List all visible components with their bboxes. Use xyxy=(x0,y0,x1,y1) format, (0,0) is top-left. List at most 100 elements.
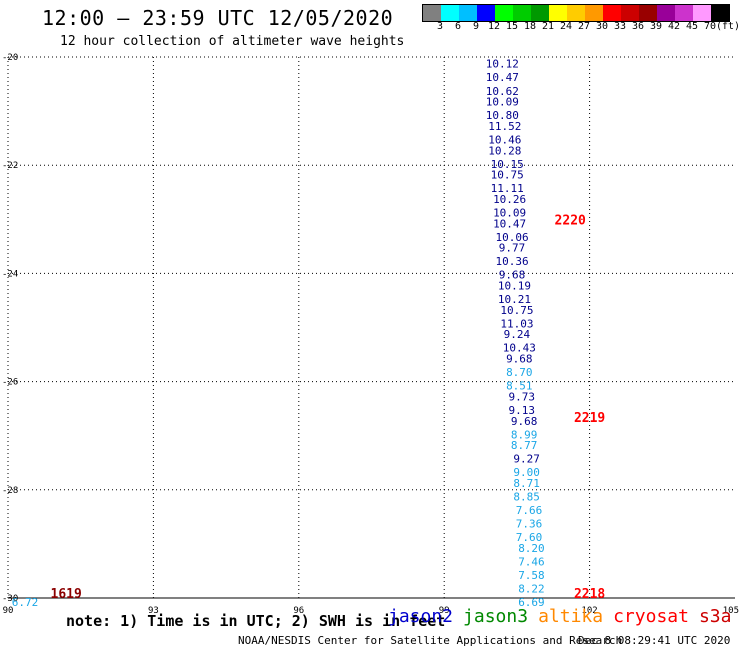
wave-height-label: 7.66 xyxy=(516,504,543,517)
wave-height-label: 9.13 xyxy=(508,404,535,417)
wave-height-label: 10.43 xyxy=(503,342,536,355)
wave-height-label: 9.68 xyxy=(511,415,538,428)
color-scale-label: 45 xyxy=(685,21,699,32)
wave-height-label: 11.11 xyxy=(491,182,524,195)
wave-height-label: 10.15 xyxy=(491,158,524,171)
color-swatch xyxy=(675,5,693,21)
color-swatch xyxy=(585,5,603,21)
y-tick-label: -22 xyxy=(2,161,18,171)
color-scale-label: 36 xyxy=(631,21,645,32)
color-swatch xyxy=(567,5,585,21)
wave-height-label: 11.52 xyxy=(488,120,521,133)
wave-height-label: 9.68 xyxy=(506,353,533,366)
color-swatch xyxy=(657,5,675,21)
wave-height-label: 10.75 xyxy=(500,304,533,317)
x-tick-label: 102 xyxy=(581,606,597,616)
wave-height-label: 9.77 xyxy=(499,242,526,255)
color-scale-bar xyxy=(422,4,730,22)
color-swatch xyxy=(531,5,549,21)
wave-height-label: 8.22 xyxy=(518,582,545,595)
y-tick-label: -30 xyxy=(2,594,18,604)
x-tick-label: 105 xyxy=(723,606,739,616)
wave-height-label: 8.99 xyxy=(511,428,538,441)
legend-item-s3a: s3a xyxy=(698,606,732,627)
color-scale-label: 39 xyxy=(649,21,663,32)
legend-item-jason2: jason2 xyxy=(388,606,454,627)
wave-height-label: 7.36 xyxy=(516,518,543,531)
color-swatch xyxy=(423,5,441,21)
color-scale-label: 15 xyxy=(505,21,519,32)
wave-height-label: 10.47 xyxy=(486,71,519,84)
wave-height-label: 8.85 xyxy=(513,491,540,504)
wave-height-label: 7.46 xyxy=(518,555,545,568)
x-tick-label: 99 xyxy=(439,606,450,616)
color-scale-label: 3 xyxy=(436,21,444,32)
wave-height-label: 10.62 xyxy=(486,85,519,98)
wave-height-label: 10.09 xyxy=(493,206,526,219)
wave-height-label: 10.75 xyxy=(491,169,524,182)
legend-item-jason3: jason3 xyxy=(463,606,529,627)
wave-height-label: 9.27 xyxy=(513,453,540,466)
color-swatch xyxy=(513,5,531,21)
color-swatch xyxy=(693,5,711,21)
color-scale-label: 12 xyxy=(487,21,501,32)
credit-text: NOAA/NESDIS Center for Satellite Applica… xyxy=(238,634,623,647)
wave-height-label: 9.00 xyxy=(513,466,540,479)
color-scale-label: 27 xyxy=(577,21,591,32)
legend-item-cryosat: cryosat xyxy=(613,606,689,627)
color-swatch xyxy=(711,5,729,21)
color-scale-label: 24 xyxy=(559,21,573,32)
chart-title: 12:00 – 23:59 UTC 12/05/2020 xyxy=(42,6,394,30)
color-swatch xyxy=(459,5,477,21)
y-tick-label: -24 xyxy=(2,269,18,279)
wave-height-label: 8.77 xyxy=(511,439,538,452)
wave-height-label: 8.51 xyxy=(506,380,533,393)
color-scale-label: 21 xyxy=(541,21,555,32)
satellite-legend: jason2 jason3 altika cryosat s3a xyxy=(388,606,731,627)
pass-time-label: 2218 xyxy=(574,587,605,602)
wave-height-label: 9.68 xyxy=(499,269,526,282)
wave-height-label: 8.20 xyxy=(518,542,545,555)
wave-height-label: 10.21 xyxy=(498,293,531,306)
color-scale-label: 70 xyxy=(703,21,717,32)
pass-time-label: 2219 xyxy=(574,411,605,426)
pass-time-label: 1619 xyxy=(51,587,82,602)
color-swatch xyxy=(477,5,495,21)
wave-height-label: 7.58 xyxy=(518,569,545,582)
generated-timestamp: Dec 8 08:29:41 UTC 2020 xyxy=(578,634,731,647)
wave-height-label: 10.47 xyxy=(493,217,526,230)
chart-subtitle: 12 hour collection of altimeter wave hei… xyxy=(60,34,405,49)
color-swatch xyxy=(441,5,459,21)
color-swatch xyxy=(603,5,621,21)
color-swatch xyxy=(621,5,639,21)
color-scale-label: 18 xyxy=(523,21,537,32)
color-scale-label: 33 xyxy=(613,21,627,32)
wave-height-label: 10.06 xyxy=(495,231,528,244)
color-scale-label: 6 xyxy=(454,21,462,32)
wave-height-label: 10.26 xyxy=(493,193,526,206)
color-scale-label: 30 xyxy=(595,21,609,32)
color-swatch xyxy=(639,5,657,21)
wave-height-label: 6.69 xyxy=(518,596,545,609)
color-swatch xyxy=(549,5,567,21)
legend-item-altika: altika xyxy=(538,606,604,627)
color-scale-label: 9 xyxy=(472,21,480,32)
wave-height-label: 8.71 xyxy=(513,477,540,490)
pass-time-label: 2220 xyxy=(555,214,586,229)
x-tick-label: 96 xyxy=(293,606,304,616)
wave-height-label: 8.70 xyxy=(506,366,533,379)
color-scale-label: 42 xyxy=(667,21,681,32)
wave-height-label: 7.60 xyxy=(516,531,543,544)
x-tick-label: 93 xyxy=(148,606,159,616)
color-swatch xyxy=(495,5,513,21)
wave-height-label: 9.73 xyxy=(508,390,535,403)
wave-height-label: 10.46 xyxy=(488,133,521,146)
color-scale-label: (ft) xyxy=(715,21,740,32)
wave-height-label: 10.12 xyxy=(486,58,519,71)
y-tick-label: -26 xyxy=(2,378,18,388)
wave-height-label: 10.28 xyxy=(488,144,521,157)
wave-height-label: 6.72 xyxy=(12,596,39,609)
color-scale-labels: 3 6 9 12 15 18 21 24 27 30 33 36 39 42 45 70 (ft) xyxy=(422,21,740,33)
y-tick-label: -28 xyxy=(2,486,18,496)
